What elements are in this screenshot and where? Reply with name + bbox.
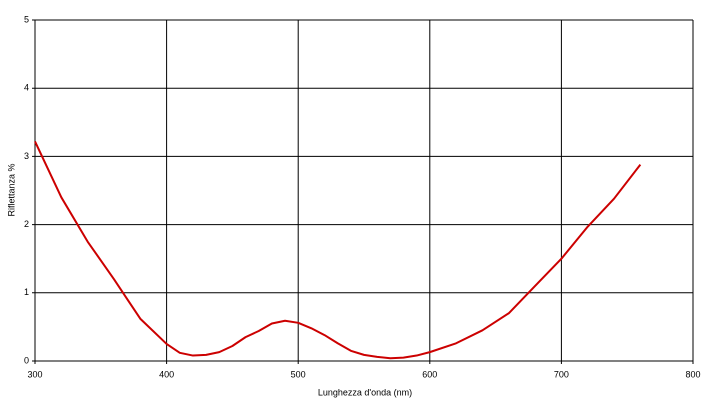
y-tick-label: 5 bbox=[24, 14, 29, 24]
x-tick-label: 400 bbox=[159, 369, 174, 379]
y-tick-label: 4 bbox=[24, 83, 29, 93]
y-tick-label: 2 bbox=[24, 219, 29, 229]
data-line bbox=[34, 140, 642, 360]
x-tick-label: 700 bbox=[554, 369, 569, 379]
x-axis-label: Lunghezza d'onda (nm) bbox=[318, 387, 412, 397]
x-tick-label: 800 bbox=[685, 369, 700, 379]
x-tick-label: 300 bbox=[27, 369, 42, 379]
x-tick-label: 600 bbox=[422, 369, 437, 379]
y-tick-label: 0 bbox=[24, 355, 29, 365]
x-tick-label: 500 bbox=[291, 369, 306, 379]
y-tick-label: 3 bbox=[24, 151, 29, 161]
y-tick-label: 1 bbox=[24, 287, 29, 297]
y-axis-label: Riflettanza % bbox=[6, 163, 16, 216]
